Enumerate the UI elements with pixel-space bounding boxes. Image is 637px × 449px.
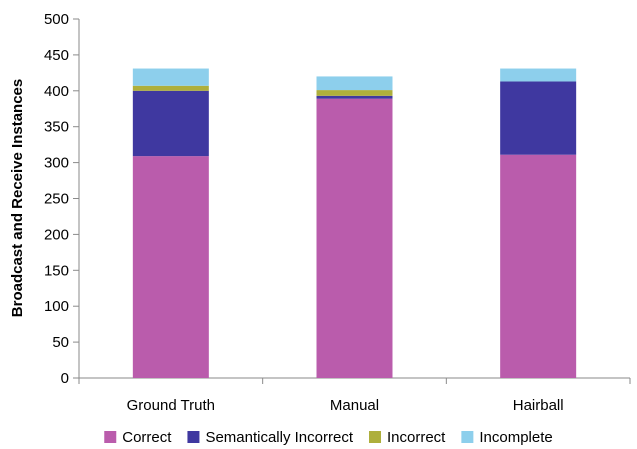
bar-segment xyxy=(500,81,577,155)
y-tick-label: 200 xyxy=(44,226,69,243)
y-tick-label: 300 xyxy=(44,155,69,172)
y-axis: 0 50 100 150 200 250 300 350 400 450 500 xyxy=(44,11,80,387)
bars xyxy=(132,68,577,378)
y-axis-title: Broadcast and Receive Instances xyxy=(9,79,26,317)
legend-label: Semantically Incorrect xyxy=(205,429,353,446)
legend-label: Correct xyxy=(122,429,172,446)
y-tick-label: 0 xyxy=(61,370,69,387)
y-tick-label: 400 xyxy=(44,83,69,100)
y-tick-label: 100 xyxy=(44,298,69,315)
y-tick-label: 500 xyxy=(44,11,69,28)
bar-segment xyxy=(132,156,209,378)
bar-segment xyxy=(132,90,209,157)
legend-swatch xyxy=(369,431,382,443)
legend-swatch xyxy=(104,431,117,443)
bar-segment xyxy=(132,85,209,91)
legend: Correct Semantically Incorrect Incorrect In… xyxy=(104,429,553,446)
y-tick-label: 450 xyxy=(44,47,69,64)
y-tick-label: 250 xyxy=(44,191,69,208)
legend-swatch xyxy=(461,431,474,443)
legend-swatch xyxy=(187,431,200,443)
x-tick-label: Ground Truth xyxy=(127,397,215,414)
y-tick-label: 50 xyxy=(52,334,69,351)
bar-segment xyxy=(316,90,393,96)
y-tick-label: 350 xyxy=(44,119,69,136)
bar-segment xyxy=(500,154,577,378)
x-axis: Ground Truth Manual Hairball xyxy=(78,377,631,414)
legend-label: Incomplete xyxy=(479,429,552,446)
bar-segment xyxy=(132,68,209,86)
bar-segment xyxy=(316,95,393,99)
bar-segment xyxy=(316,98,393,378)
legend-label: Incorrect xyxy=(387,429,446,446)
bar-segment xyxy=(500,68,577,82)
bar-segment xyxy=(316,76,393,91)
x-tick-label: Hairball xyxy=(513,397,564,414)
y-tick-label: 150 xyxy=(44,262,69,279)
x-tick-label: Manual xyxy=(330,397,379,414)
